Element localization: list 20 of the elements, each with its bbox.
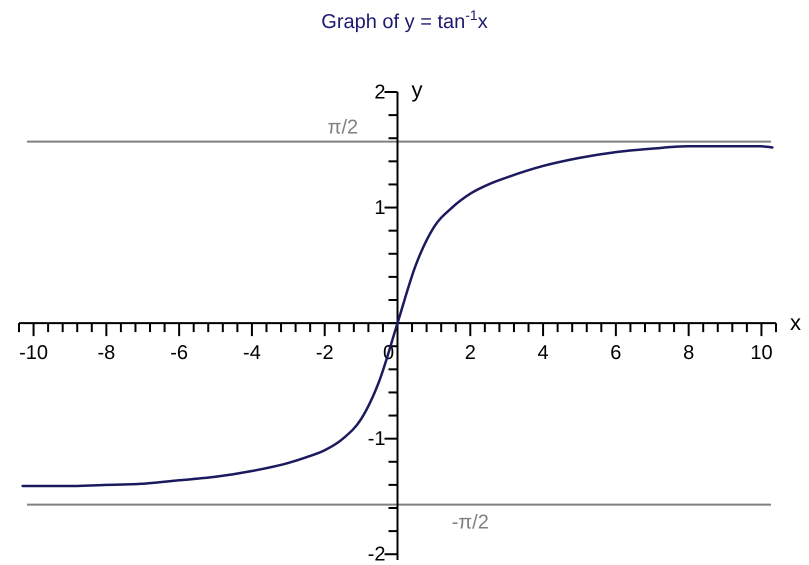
line-series bbox=[21, 145, 774, 488]
y-tick-label: 1 bbox=[374, 196, 386, 219]
x-tick-label: -6 bbox=[170, 342, 188, 364]
x-tick-label: -4 bbox=[243, 342, 261, 364]
x-tick-label: 2 bbox=[464, 342, 476, 364]
x-tick-label: 4 bbox=[538, 342, 549, 364]
y-tick-label: -2 bbox=[368, 544, 386, 565]
y-tick-label: -1 bbox=[368, 428, 386, 450]
x-tick-label: -10 bbox=[19, 342, 48, 364]
x-axis-title: x bbox=[790, 310, 801, 336]
ref-line-label: -π/2 bbox=[452, 512, 489, 534]
y-axis-title: y bbox=[412, 77, 422, 102]
x-tick-label: 8 bbox=[683, 342, 694, 364]
ref-line-label: π/2 bbox=[328, 116, 358, 139]
chart-title: Graph of y = tan$^{-1}$x bbox=[321, 7, 488, 33]
y-tick-label: 2 bbox=[374, 81, 386, 104]
x-tick-label: 6 bbox=[610, 342, 622, 364]
x-tick-label: -2 bbox=[316, 342, 334, 364]
x-tick-label: -8 bbox=[97, 342, 116, 364]
x-tick-label: 10 bbox=[750, 342, 773, 364]
